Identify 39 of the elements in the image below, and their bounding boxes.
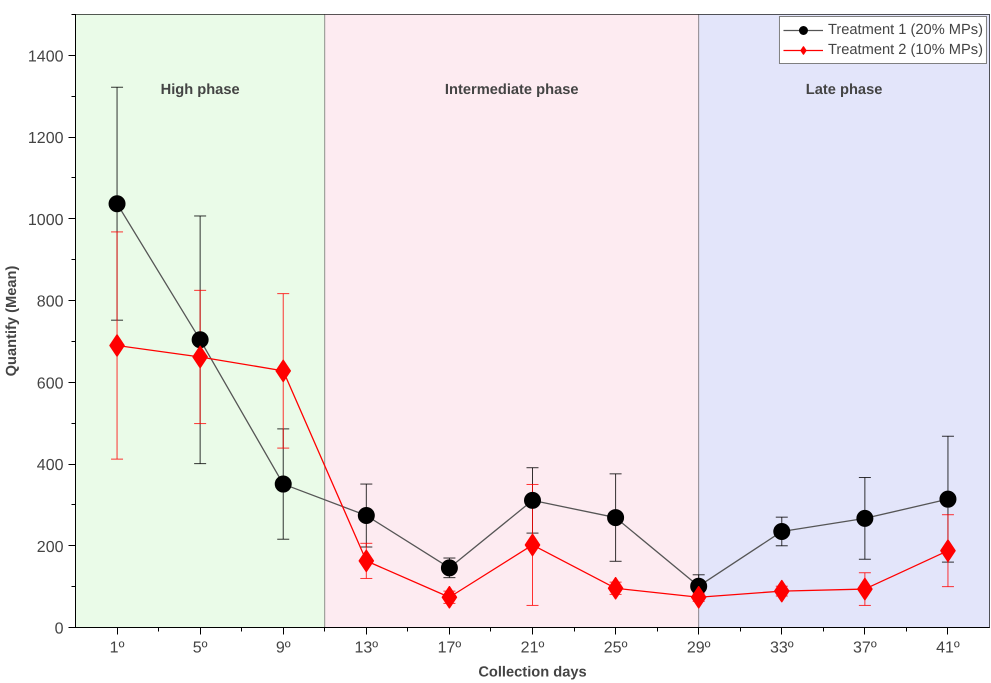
x-axis-title: Collection days: [478, 664, 587, 680]
x-tick-label: 1º: [110, 640, 125, 656]
point: [192, 331, 209, 348]
point: [274, 476, 292, 493]
band-label: Intermediate phase: [444, 82, 579, 98]
y-tick-label: 200: [36, 538, 64, 556]
y-tick-label: 400: [36, 457, 64, 474]
x-tick-label: 37º: [853, 640, 877, 656]
y-tick-label: 600: [36, 375, 64, 392]
point: [939, 490, 956, 508]
legend-label: Treatment 2 (10% MPs): [828, 42, 983, 58]
y-tick-label: 1400: [28, 48, 64, 66]
point: [856, 510, 874, 527]
point: [358, 549, 374, 572]
x-tick-label: 5º: [192, 640, 208, 656]
y-tick-label: 1000: [28, 212, 64, 229]
x-tick-label: 13º: [354, 640, 378, 656]
point: [358, 507, 375, 524]
x-tick-label: 33º: [770, 640, 794, 656]
point: [773, 522, 790, 540]
band-label: Late phase: [806, 82, 882, 98]
legend-label: Treatment 1 (20% MPs): [828, 22, 983, 38]
point: [607, 509, 624, 526]
x-tick-label: 17º: [438, 640, 462, 656]
x-tick-label: 9º: [276, 640, 291, 656]
point: [690, 586, 707, 609]
point: [524, 492, 541, 509]
x-tick-label: 41º: [936, 640, 960, 656]
y-tick-label: 0: [54, 620, 64, 638]
point: [275, 359, 292, 382]
band-label: High phase: [160, 82, 240, 98]
x-tick-label: 25º: [604, 640, 628, 656]
point: [108, 195, 126, 212]
x-tick-label: 21º: [520, 640, 544, 656]
point: [774, 580, 790, 603]
x-tick-label: 29º: [686, 640, 711, 656]
y-axis-title: Quantify (Mean): [4, 266, 20, 376]
y-tick-label: 800: [36, 294, 64, 311]
y-tick-label: 1200: [28, 130, 64, 148]
